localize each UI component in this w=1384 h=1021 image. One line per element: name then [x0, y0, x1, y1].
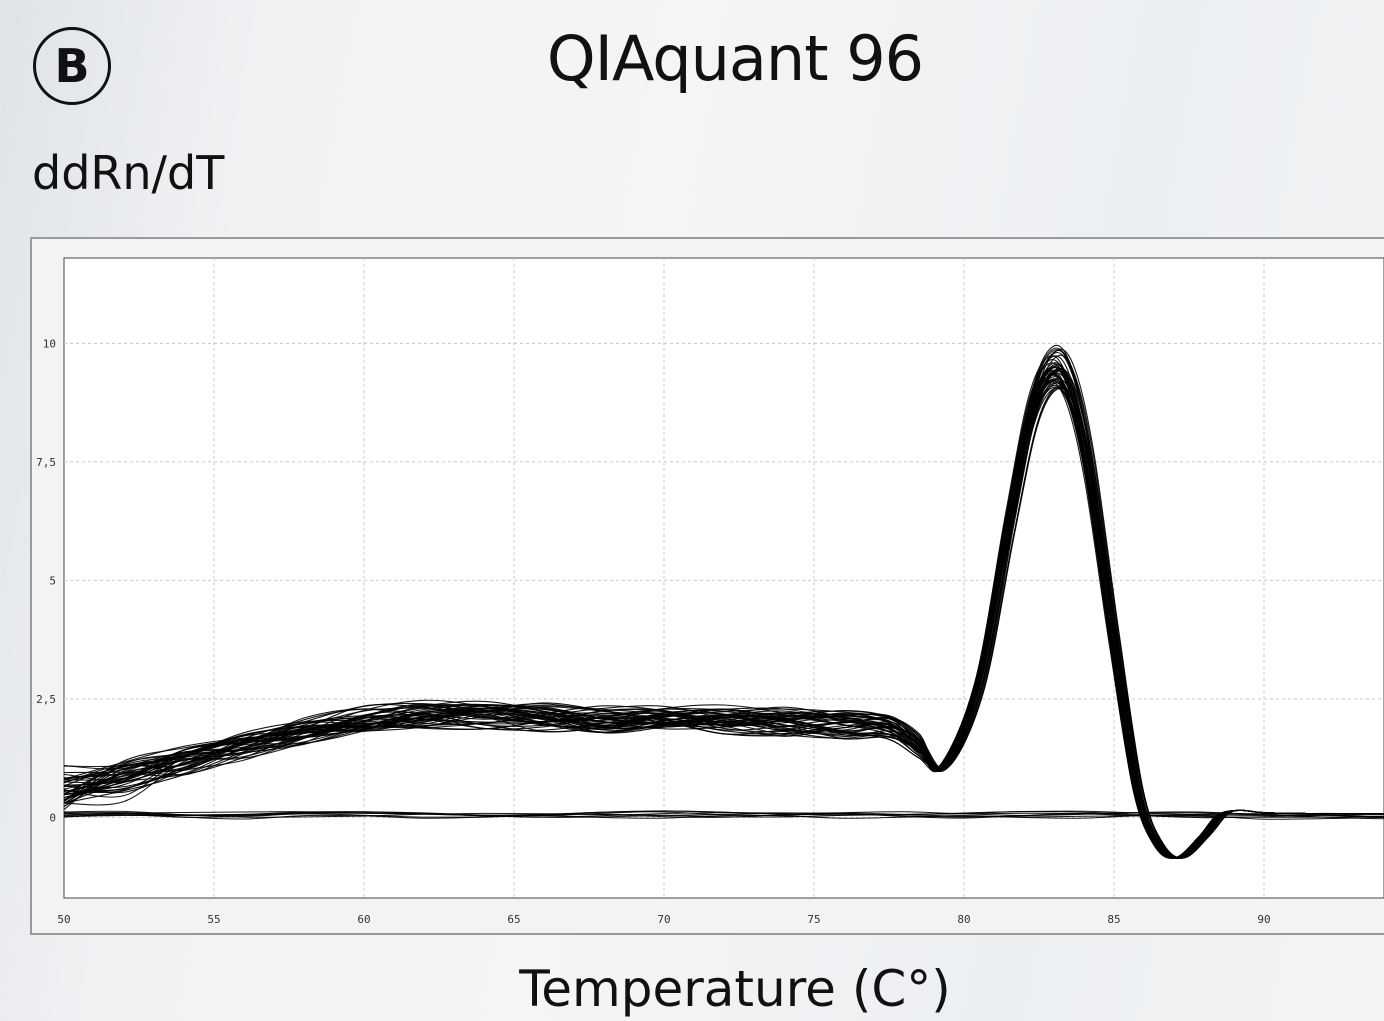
x-tick-label: 55 [207, 913, 220, 926]
y-tick-label: 7,5 [36, 456, 56, 469]
x-tick-label: 75 [807, 913, 820, 926]
panel-badge: B [33, 27, 111, 105]
x-tick-label: 70 [657, 913, 670, 926]
baseline-line [63, 810, 1384, 817]
x-tick-label: 50 [57, 913, 70, 926]
tick-labels: 50 55 60 65 70 75 80 85 90 0 2,5 5 7,5 10 [36, 337, 1271, 926]
melt-curve-line [63, 351, 1384, 859]
chart-title: QIAquant 96 [546, 22, 924, 95]
melt-curve-line [63, 374, 1384, 859]
x-tick-label: 65 [507, 913, 520, 926]
melt-curve-line [63, 354, 1384, 859]
y-tick-label: 2,5 [36, 693, 56, 706]
baseline-line [63, 810, 1384, 818]
y-axis-label: ddRn/dT [32, 146, 225, 200]
melt-curve-line [63, 362, 1384, 859]
melt-curve-line [63, 376, 1384, 859]
y-tick-label: 10 [43, 337, 56, 350]
x-tick-label: 85 [1107, 913, 1120, 926]
x-axis-label: Temperature (C°) [519, 960, 951, 1018]
y-tick-label: 5 [49, 574, 56, 587]
panel-badge-letter: B [54, 39, 90, 93]
x-tick-label: 60 [357, 913, 370, 926]
x-tick-label: 90 [1257, 913, 1270, 926]
plot-area [63, 257, 1384, 899]
baseline-line [63, 812, 1384, 819]
series-lines [63, 344, 1384, 860]
y-tick-label: 0 [49, 811, 56, 824]
x-tick-label: 80 [957, 913, 970, 926]
